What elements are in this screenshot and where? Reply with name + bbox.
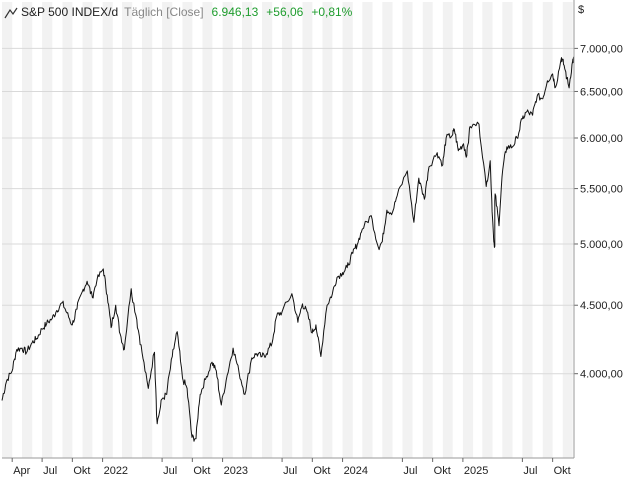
y-tick-label: 4.000,00	[580, 369, 623, 381]
y-tick-label: 5.500,00	[580, 184, 623, 196]
x-tick-label: Jul	[403, 465, 417, 477]
month-band	[202, 2, 213, 458]
series-line	[1, 56, 575, 442]
month-band	[462, 2, 474, 458]
month-band	[22, 2, 33, 458]
month-band	[182, 2, 193, 458]
price-line	[1, 56, 575, 442]
price-mode-label: Täglich [Close]	[124, 5, 204, 19]
x-tick-label: 2023	[224, 465, 248, 477]
month-band	[502, 2, 513, 458]
month-bands	[2, 2, 574, 458]
x-tick-label: Okt	[313, 465, 330, 477]
x-tick-label: Jul	[163, 465, 177, 477]
x-tick-label: Okt	[434, 465, 451, 477]
month-band	[282, 2, 293, 458]
month-band	[522, 2, 533, 458]
x-tick-label: Okt	[554, 465, 571, 477]
x-tick-label: Jul	[43, 465, 57, 477]
x-tick-label: 2022	[104, 465, 128, 477]
last-value: 6.946,13	[211, 5, 259, 19]
month-band	[42, 2, 53, 458]
x-tick-label: Jul	[523, 465, 537, 477]
change-absolute: +56,06	[266, 5, 304, 19]
month-band	[262, 2, 273, 458]
y-tick-label: 6.000,00	[580, 133, 623, 145]
currency-label: $	[578, 4, 585, 16]
x-tick-label: Okt	[193, 465, 210, 477]
ticker-label: S&P 500 INDEX/d	[21, 5, 119, 19]
month-band	[222, 2, 233, 458]
x-axis: Apr Jul Okt 2022 Jul Okt 2023 Jul Okt 2024 Jul Okt 2…	[2, 457, 574, 477]
month-band	[442, 2, 453, 458]
x-tick-label: Jul	[283, 465, 297, 477]
month-band	[82, 2, 93, 458]
x-tick-label: Okt	[73, 465, 90, 477]
month-band	[162, 2, 173, 458]
month-band	[302, 2, 313, 458]
y-axis: 4.000,00 4.500,00 5.000,00 5.500,00 6.000,00…	[573, 0, 623, 458]
month-band	[322, 2, 333, 458]
month-band	[362, 2, 373, 458]
month-band	[121, 2, 133, 458]
grid-lines	[2, 47, 574, 375]
x-tick-label: Apr	[13, 465, 30, 477]
month-band	[102, 2, 113, 458]
y-tick-label: 7.000,00	[580, 43, 623, 55]
x-tick-label: 2025	[464, 465, 488, 477]
x-tick-label: 2024	[344, 465, 368, 477]
y-tick-label: 6.500,00	[580, 86, 623, 98]
month-band	[342, 2, 353, 458]
month-band	[422, 2, 433, 458]
month-band	[2, 2, 13, 458]
line-chart-icon	[4, 6, 18, 19]
month-band	[62, 2, 73, 458]
month-band	[542, 2, 553, 458]
month-band	[482, 2, 493, 458]
month-band	[562, 2, 573, 458]
month-band	[142, 2, 153, 458]
month-band	[241, 2, 253, 458]
y-tick-label: 5.000,00	[580, 239, 623, 251]
month-band	[402, 2, 413, 458]
change-percent: +0,81%	[311, 5, 353, 19]
chart-header: S&P 500 INDEX/d Täglich [Close] 6.946,13…	[4, 3, 352, 21]
month-band	[382, 2, 393, 458]
y-tick-label: 4.500,00	[580, 300, 623, 312]
